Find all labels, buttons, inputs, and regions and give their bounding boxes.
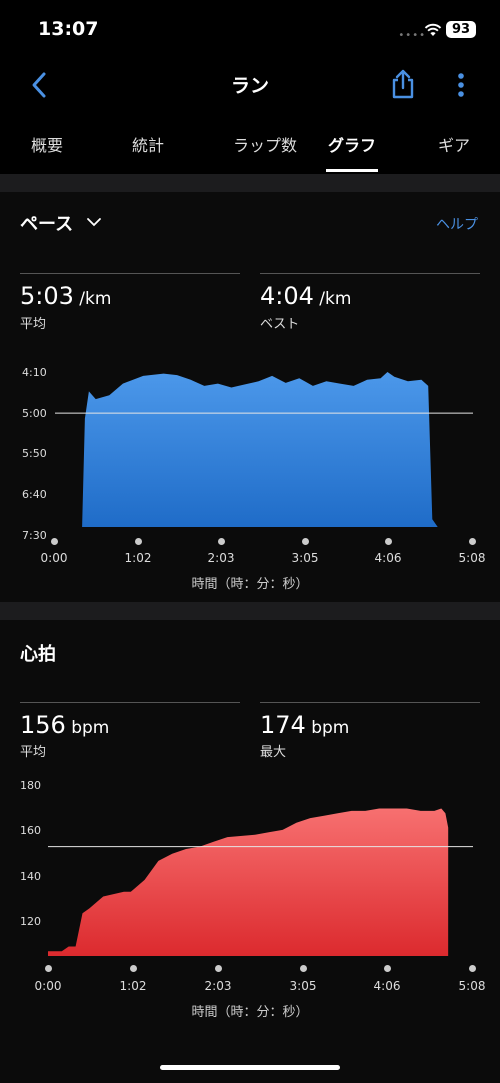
heart-rate-chart [48, 808, 473, 956]
hr-y-tick: 140 [20, 870, 41, 883]
hr-max: 174 bpm [260, 711, 349, 739]
chevron-down-icon[interactable] [86, 216, 102, 228]
hr-area-series [48, 808, 449, 956]
hr-x-label: 4:06 [373, 979, 401, 993]
hr-x-label: 3:05 [289, 979, 317, 993]
pace-best-label: ベスト [260, 317, 300, 332]
hr-average-label: 平均 [20, 745, 47, 760]
hr-x-label: 0:00 [34, 979, 62, 993]
pace-title[interactable]: ペース [20, 214, 74, 235]
signal-dots: •••• [398, 30, 426, 41]
hr-x-axis-title: 時間（時：分：秒） [191, 1005, 309, 1020]
x-tick-dot [469, 538, 476, 545]
hr-x-label: 2:03 [204, 979, 232, 993]
x-tick-dot [300, 965, 307, 972]
pace-x-label: 5:08 [458, 551, 486, 565]
wifi-icon [424, 23, 442, 36]
tab-gear[interactable]: ギア [437, 136, 470, 155]
stat-divider [260, 702, 480, 703]
hr-y-tick: 120 [20, 915, 41, 928]
pace-average-label: 平均 [20, 317, 47, 332]
tab-overview[interactable]: 概要 [30, 136, 63, 155]
active-tab-indicator [326, 169, 378, 172]
hr-max-label: 最大 [260, 745, 287, 760]
x-tick-dot [135, 538, 142, 545]
stat-divider [20, 273, 240, 274]
section-separator [0, 602, 500, 620]
x-tick-dot [384, 965, 391, 972]
tab-graph[interactable]: グラフ [327, 136, 376, 155]
hr-average-value: 156 [20, 711, 66, 739]
stat-divider [260, 273, 480, 274]
hr-average: 156 bpm [20, 711, 109, 739]
stat-divider [20, 702, 240, 703]
page-title: ラン [230, 75, 269, 97]
status-time: 13:07 [38, 18, 99, 40]
hr-y-tick: 160 [20, 824, 41, 837]
x-tick-dot [385, 538, 392, 545]
pace-best: 4:04 /km [260, 282, 351, 310]
pace-x-label: 3:05 [291, 551, 319, 565]
pace-best-value: 4:04 [260, 282, 314, 310]
pace-best-unit: /km [313, 289, 352, 309]
hr-y-tick: 180 [20, 779, 41, 792]
x-tick-dot [51, 538, 58, 545]
hr-average-unit: bpm [65, 718, 110, 738]
tab-laps[interactable]: ラップ数 [232, 136, 297, 155]
x-tick-dot [215, 965, 222, 972]
pace-x-label: 4:06 [374, 551, 402, 565]
battery-indicator: 93 [446, 21, 476, 38]
hr-max-value: 174 [260, 711, 306, 739]
heart-rate-card: 心拍 156 bpm 平均 174 bpm 最大 180 160 140 120… [0, 620, 500, 1030]
x-tick-dot [469, 965, 476, 972]
pace-y-tick: 5:50 [22, 447, 47, 460]
section-separator [0, 174, 500, 192]
pace-average: 5:03 /km [20, 282, 111, 310]
pace-x-label: 1:02 [124, 551, 152, 565]
pace-y-tick: 5:00 [22, 407, 47, 420]
x-tick-dot [45, 965, 52, 972]
pace-x-axis-title: 時間（時：分：秒） [191, 577, 309, 592]
x-tick-dot [218, 538, 225, 545]
share-icon[interactable] [390, 68, 416, 100]
tab-stats[interactable]: 統計 [131, 136, 164, 155]
chevron-left-icon[interactable] [28, 70, 52, 100]
hr-x-label: 5:08 [458, 979, 486, 993]
hr-x-label: 1:02 [119, 979, 147, 993]
more-vertical-icon[interactable] [454, 70, 468, 100]
pace-y-tick: 7:30 [22, 529, 47, 542]
pace-area-series [55, 372, 463, 527]
x-tick-dot [130, 965, 137, 972]
help-link[interactable]: ヘルプ [436, 217, 478, 233]
pace-x-label: 2:03 [207, 551, 235, 565]
pace-x-label: 0:00 [40, 551, 68, 565]
pace-average-unit: /km [73, 289, 112, 309]
hr-max-unit: bpm [305, 718, 350, 738]
heart-rate-title: 心拍 [20, 644, 56, 665]
pace-card: ペース ヘルプ 5:03 /km 平均 4:04 /km ベスト 4:10 5:… [0, 192, 500, 602]
pace-y-tick: 6:40 [22, 488, 47, 501]
pace-chart [55, 372, 473, 527]
bottom-area [0, 1030, 500, 1083]
pace-y-tick: 4:10 [22, 366, 47, 379]
pace-average-value: 5:03 [20, 282, 74, 310]
home-indicator[interactable] [160, 1065, 340, 1070]
x-tick-dot [302, 538, 309, 545]
